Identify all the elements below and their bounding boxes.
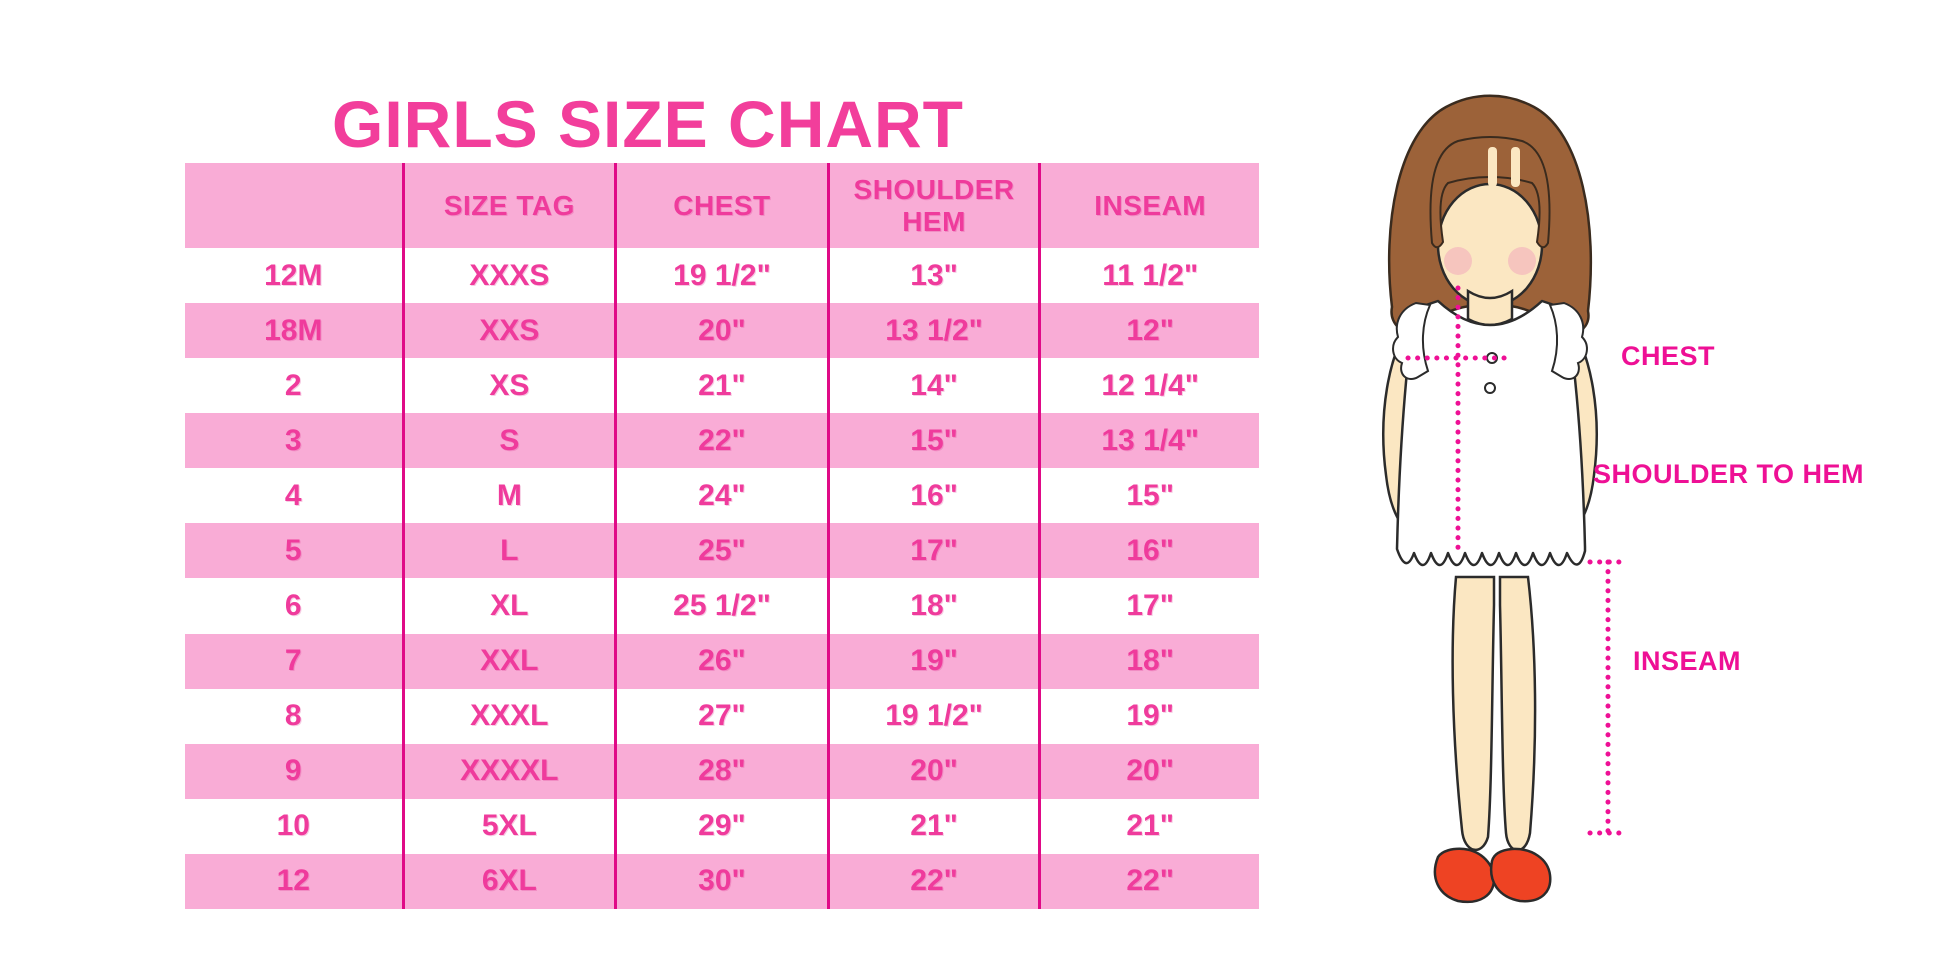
- table-row: 12 6XL 30" 22" 22": [185, 853, 1259, 909]
- left-shoe: [1433, 847, 1496, 904]
- cell: L: [403, 523, 618, 579]
- left-ruffle: [1392, 301, 1432, 381]
- face: [1436, 182, 1544, 308]
- dress: [1395, 299, 1587, 567]
- cell: 28": [615, 743, 830, 799]
- girl-illustration: [1382, 94, 1629, 904]
- cell: XXL: [403, 633, 618, 689]
- cell: 12": [1126, 313, 1174, 347]
- cell: 30": [615, 853, 830, 909]
- header-row: SIZE TAG CHEST SHOULDER HEM INSEAM: [185, 163, 1259, 248]
- cell: 16": [1126, 533, 1174, 567]
- cell: XXXXL: [403, 743, 618, 799]
- cell: 5XL: [403, 798, 618, 854]
- cell: 6XL: [403, 853, 618, 909]
- cell: 17": [828, 523, 1042, 579]
- table-row: 18M XXS 20" 13 1/2" 12": [185, 303, 1259, 359]
- cell: 21": [1126, 809, 1174, 843]
- chest-label: CHEST: [1621, 341, 1716, 371]
- right-ruffle: [1548, 301, 1588, 381]
- cell: 22": [828, 853, 1042, 909]
- cell: 29": [615, 798, 830, 854]
- cell: 20": [1126, 754, 1174, 788]
- cell: 11 1/2": [1102, 258, 1199, 292]
- bang-gap-right: [1511, 147, 1520, 187]
- cell: 12: [185, 853, 405, 909]
- cell: 15": [1126, 478, 1174, 512]
- header-cell-chest: CHEST: [615, 163, 830, 248]
- shoulder-to-hem-label: SHOULDER TO HEM: [1593, 459, 1865, 489]
- cell: 3: [185, 413, 405, 469]
- table-row: 8 XXXL 27" 19 1/2" 19": [185, 688, 1259, 744]
- cell: 9: [185, 743, 405, 799]
- cell: 22": [1126, 864, 1174, 898]
- table-row: 9 XXXXL 28" 20" 20": [185, 743, 1259, 799]
- cell: 18": [1126, 644, 1174, 678]
- cell: 21": [615, 358, 830, 414]
- right-shoe: [1489, 847, 1552, 903]
- cell: XXS: [403, 303, 618, 359]
- cell: 24": [615, 468, 830, 524]
- cell: 12 1/4": [1101, 368, 1199, 402]
- cell: 13": [828, 248, 1042, 304]
- blush-right: [1508, 247, 1536, 275]
- page-title: GIRLS SIZE CHART: [331, 87, 964, 162]
- table-row: 5 L 25" 17" 16": [185, 523, 1259, 579]
- bang-gap-left: [1488, 147, 1497, 187]
- cell: XS: [403, 358, 618, 414]
- table-row: 2 XS 21" 14" 12 1/4": [185, 358, 1259, 414]
- table-row: 6 XL 25 1/2" 18" 17": [185, 578, 1259, 634]
- button-bottom: [1484, 382, 1496, 394]
- cell: S: [403, 413, 618, 469]
- cell: 20": [615, 303, 830, 359]
- cell: XL: [403, 578, 618, 634]
- cell: 21": [828, 798, 1042, 854]
- cell: 25": [615, 523, 830, 579]
- cell: XXXS: [403, 248, 618, 304]
- cell: 18M: [185, 303, 405, 359]
- table-row: 3 S 22" 15" 13 1/4": [185, 413, 1259, 469]
- table-row: 10 5XL 29" 21" 21": [185, 798, 1259, 854]
- left-leg: [1451, 575, 1496, 851]
- cell: 20": [828, 743, 1042, 799]
- size-table: SIZE TAG CHEST SHOULDER HEM INSEAM 12M XX…: [185, 163, 1259, 909]
- cell: M: [403, 468, 618, 524]
- cell: XXXL: [403, 688, 618, 744]
- cell: 5: [185, 523, 405, 579]
- size-table-grid: SIZE TAG CHEST SHOULDER HEM INSEAM 12M XX…: [185, 163, 1259, 909]
- table-row: 7 XXL 26" 19" 18": [185, 633, 1259, 689]
- cell: 19 1/2": [615, 248, 830, 304]
- cell: 27": [615, 688, 830, 744]
- table-row: 12M XXXS 19 1/2" 13" 11 1/2": [185, 248, 1259, 304]
- header-cell-inseam: INSEAM: [1094, 189, 1207, 221]
- cell: 26": [615, 633, 830, 689]
- blush-left: [1444, 247, 1472, 275]
- cell: 6: [185, 578, 405, 634]
- cell: 19": [828, 633, 1042, 689]
- cell: 4: [185, 468, 405, 524]
- cell: 10: [185, 798, 405, 854]
- cell: 12M: [185, 248, 405, 304]
- cell: 7: [185, 633, 405, 689]
- cell: 19 1/2": [828, 688, 1042, 744]
- cell: 25 1/2": [615, 578, 830, 634]
- table-row: 4 M 24" 16" 15": [185, 468, 1259, 524]
- header-cell-size-tag: SIZE TAG: [403, 163, 618, 248]
- inseam-label: INSEAM: [1633, 646, 1742, 676]
- header-cell-shoulder-hem: SHOULDER HEM: [828, 163, 1042, 248]
- cell: 14": [828, 358, 1042, 414]
- cell: 18": [828, 578, 1042, 634]
- cell: 2: [185, 358, 405, 414]
- cell: 17": [1126, 589, 1174, 622]
- cell: 16": [828, 468, 1042, 524]
- cell: 15": [828, 413, 1042, 469]
- cell: 13 1/4": [1101, 423, 1199, 457]
- cell: 19": [1126, 699, 1174, 733]
- cell: 22": [615, 413, 830, 469]
- right-leg: [1498, 575, 1537, 852]
- cell: 8: [185, 688, 405, 744]
- cell: 13 1/2": [828, 303, 1042, 359]
- header-cell-size: [185, 163, 405, 248]
